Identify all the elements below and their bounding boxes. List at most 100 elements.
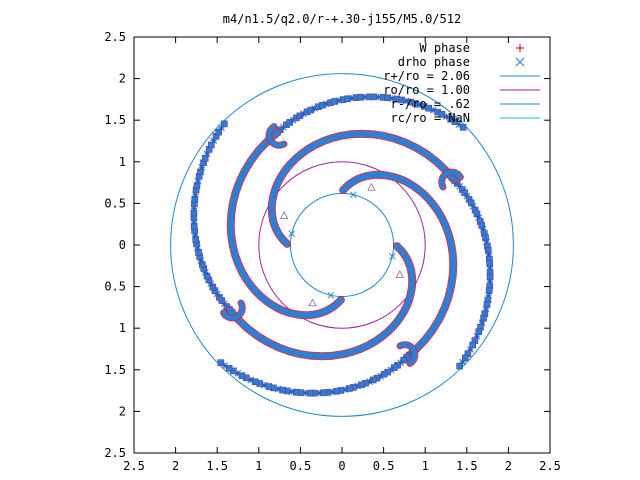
triangle-point xyxy=(308,298,317,307)
star-point xyxy=(194,244,201,252)
chart-title: m4/n1.5/q2.0/r-+.30-j155/M5.0/512 xyxy=(223,12,461,26)
star-point xyxy=(198,163,206,171)
w-phase-band xyxy=(339,170,458,362)
overlap-point xyxy=(469,341,476,349)
overlap-point xyxy=(209,283,217,291)
y-tick-label: 2.5 xyxy=(104,446,126,460)
star-point xyxy=(485,291,492,299)
y-tick-label: 1.5 xyxy=(104,363,126,377)
star-point xyxy=(191,231,199,239)
drho-point xyxy=(288,230,296,238)
star-point xyxy=(455,121,463,128)
star-point xyxy=(221,362,229,369)
overlap-point xyxy=(480,314,487,322)
w-phase-band xyxy=(226,128,345,320)
star-point xyxy=(387,366,395,374)
star-point xyxy=(485,251,493,259)
drho-phase-band xyxy=(397,342,418,366)
drho-phase-band xyxy=(226,243,416,360)
overlap-point xyxy=(473,210,481,218)
drho-phase-band xyxy=(439,169,463,190)
star-point xyxy=(341,386,349,393)
y-tick-label: 1 xyxy=(119,155,126,169)
y-tick-label: 0.5 xyxy=(104,196,126,210)
reference-circle xyxy=(258,161,426,329)
star-point xyxy=(194,177,202,185)
overlap-point xyxy=(482,234,489,241)
star-point xyxy=(429,106,437,114)
overlap-point xyxy=(197,168,204,176)
x-tick-label: 0.5 xyxy=(373,459,395,473)
star-point xyxy=(361,93,369,101)
overlap-point xyxy=(384,94,392,102)
star-point xyxy=(388,95,396,102)
overlap-point xyxy=(191,195,199,203)
legend-label: ro/ro = 1.00 xyxy=(383,83,470,97)
drho-point xyxy=(349,191,357,199)
y-tick-label: 1.5 xyxy=(104,113,126,127)
x-tick-label: 2 xyxy=(505,459,512,473)
star-point xyxy=(302,389,309,397)
overlap-point xyxy=(346,385,353,392)
drho-phase-band xyxy=(266,124,287,148)
overlap-point xyxy=(380,370,388,378)
axis-ticks: 2.5 2 1.5 1 0.5 0 0.5 1 1.5 2 2.52.521.510.500.511… xyxy=(104,30,561,473)
star-point xyxy=(300,110,307,118)
overlap-point xyxy=(238,372,246,379)
star-point xyxy=(197,257,205,264)
star-point xyxy=(190,205,198,212)
overlap-point xyxy=(203,272,211,280)
star-point xyxy=(192,191,199,199)
star-point xyxy=(482,305,490,313)
overlap-point xyxy=(461,354,469,362)
legend-label: drho phase xyxy=(398,55,470,69)
y-tick-label: 1 xyxy=(119,321,126,335)
star-point xyxy=(442,113,450,120)
star-point xyxy=(348,94,356,102)
star-point xyxy=(203,150,211,158)
overlap-point xyxy=(307,106,315,114)
legend-label: rc/ro = NaN xyxy=(391,111,470,125)
x-tick-label: 1.5 xyxy=(206,459,228,473)
legend-plus-marker xyxy=(516,44,524,52)
star-point xyxy=(207,280,215,287)
overlap-point xyxy=(451,118,459,126)
star-point xyxy=(402,97,410,105)
star-point xyxy=(190,218,198,226)
star-point xyxy=(486,278,494,285)
star-point xyxy=(213,290,221,298)
star-point xyxy=(366,378,373,386)
star-point xyxy=(483,238,490,246)
star-point xyxy=(260,381,268,389)
x-tick-label: 1 xyxy=(255,459,262,473)
overlap-point xyxy=(221,120,228,128)
y-tick-label: 2.5 xyxy=(104,30,126,44)
overlap-point xyxy=(467,199,475,207)
reference-circle xyxy=(289,192,395,298)
y-tick-label: 0 xyxy=(119,238,126,252)
overlap-point xyxy=(215,128,223,136)
reference-circle xyxy=(170,73,514,417)
overlap-point xyxy=(331,98,338,105)
star-point xyxy=(210,137,217,145)
x-tick-label: 1.5 xyxy=(456,459,478,473)
y-tick-label: 0.5 xyxy=(104,280,126,294)
triangle-point xyxy=(395,270,404,278)
legend-x-marker xyxy=(515,57,525,67)
drho-phase-band xyxy=(268,130,458,247)
star-point xyxy=(463,192,471,200)
star-point xyxy=(375,93,382,101)
y-tick-label: 2 xyxy=(119,72,126,86)
overlap-point xyxy=(225,364,233,372)
w-phase-band xyxy=(225,242,417,361)
star-point xyxy=(416,101,424,109)
y-tick-label: 2 xyxy=(119,404,126,418)
overlap-point xyxy=(195,249,202,256)
w-phase-band xyxy=(267,129,459,248)
drho-point xyxy=(388,252,396,260)
star-point xyxy=(377,372,384,380)
star-point xyxy=(315,389,323,397)
star-point xyxy=(274,385,282,393)
star-point xyxy=(486,264,494,272)
overlap-point xyxy=(459,124,467,131)
